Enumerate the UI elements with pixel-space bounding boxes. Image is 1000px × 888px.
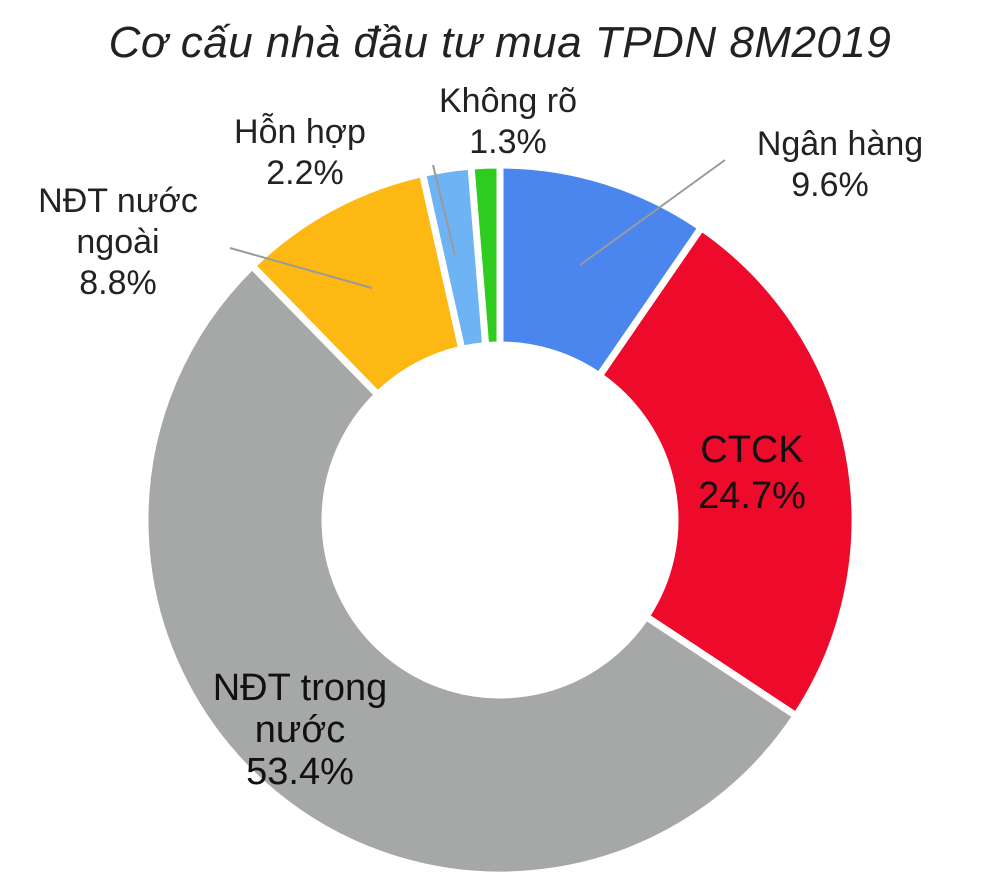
slice-value-ctck: 24.7%: [698, 475, 806, 517]
leader-line-ngan-hang: [579, 159, 726, 266]
slice-khong-ro: [467, 161, 504, 350]
slice-label-ndt-nuoc-ngoai-1: ngoài: [76, 223, 159, 261]
slice-label-ndt-nuoc-ngoai-0: NĐT nước: [38, 182, 198, 220]
slice-value-ngan-hang: 9.6%: [791, 166, 869, 204]
slice-ctck: [594, 222, 859, 721]
slice-value-khong-ro: 1.3%: [469, 123, 547, 161]
slice-label-ctck-0: CTCK: [700, 429, 803, 471]
slice-label-ngan-hang-0: Ngân hàng: [757, 125, 923, 163]
leader-line-hon-hop: [432, 164, 456, 256]
slice-label-hon-hop-0: Hỗn hợp: [234, 113, 366, 151]
leader-line-ndt-nuoc-ngoai: [229, 247, 373, 289]
chart-title: Cơ cấu nhà đầu tư mua TPDN 8M2019: [108, 18, 892, 67]
slice-label-ndt-trong-nuoc-0: NĐT trong: [213, 667, 388, 709]
slice-value-ndt-trong-nuoc: 53.4%: [246, 751, 354, 793]
slice-label-khong-ro-0: Không rõ: [439, 82, 577, 120]
slice-value-ndt-nuoc-ngoai: 8.8%: [79, 264, 157, 302]
slice-value-hon-hop: 2.2%: [266, 154, 344, 192]
slice-ndt-trong-nuoc: [141, 260, 801, 879]
slice-label-ndt-trong-nuoc-1: nước: [255, 709, 346, 751]
